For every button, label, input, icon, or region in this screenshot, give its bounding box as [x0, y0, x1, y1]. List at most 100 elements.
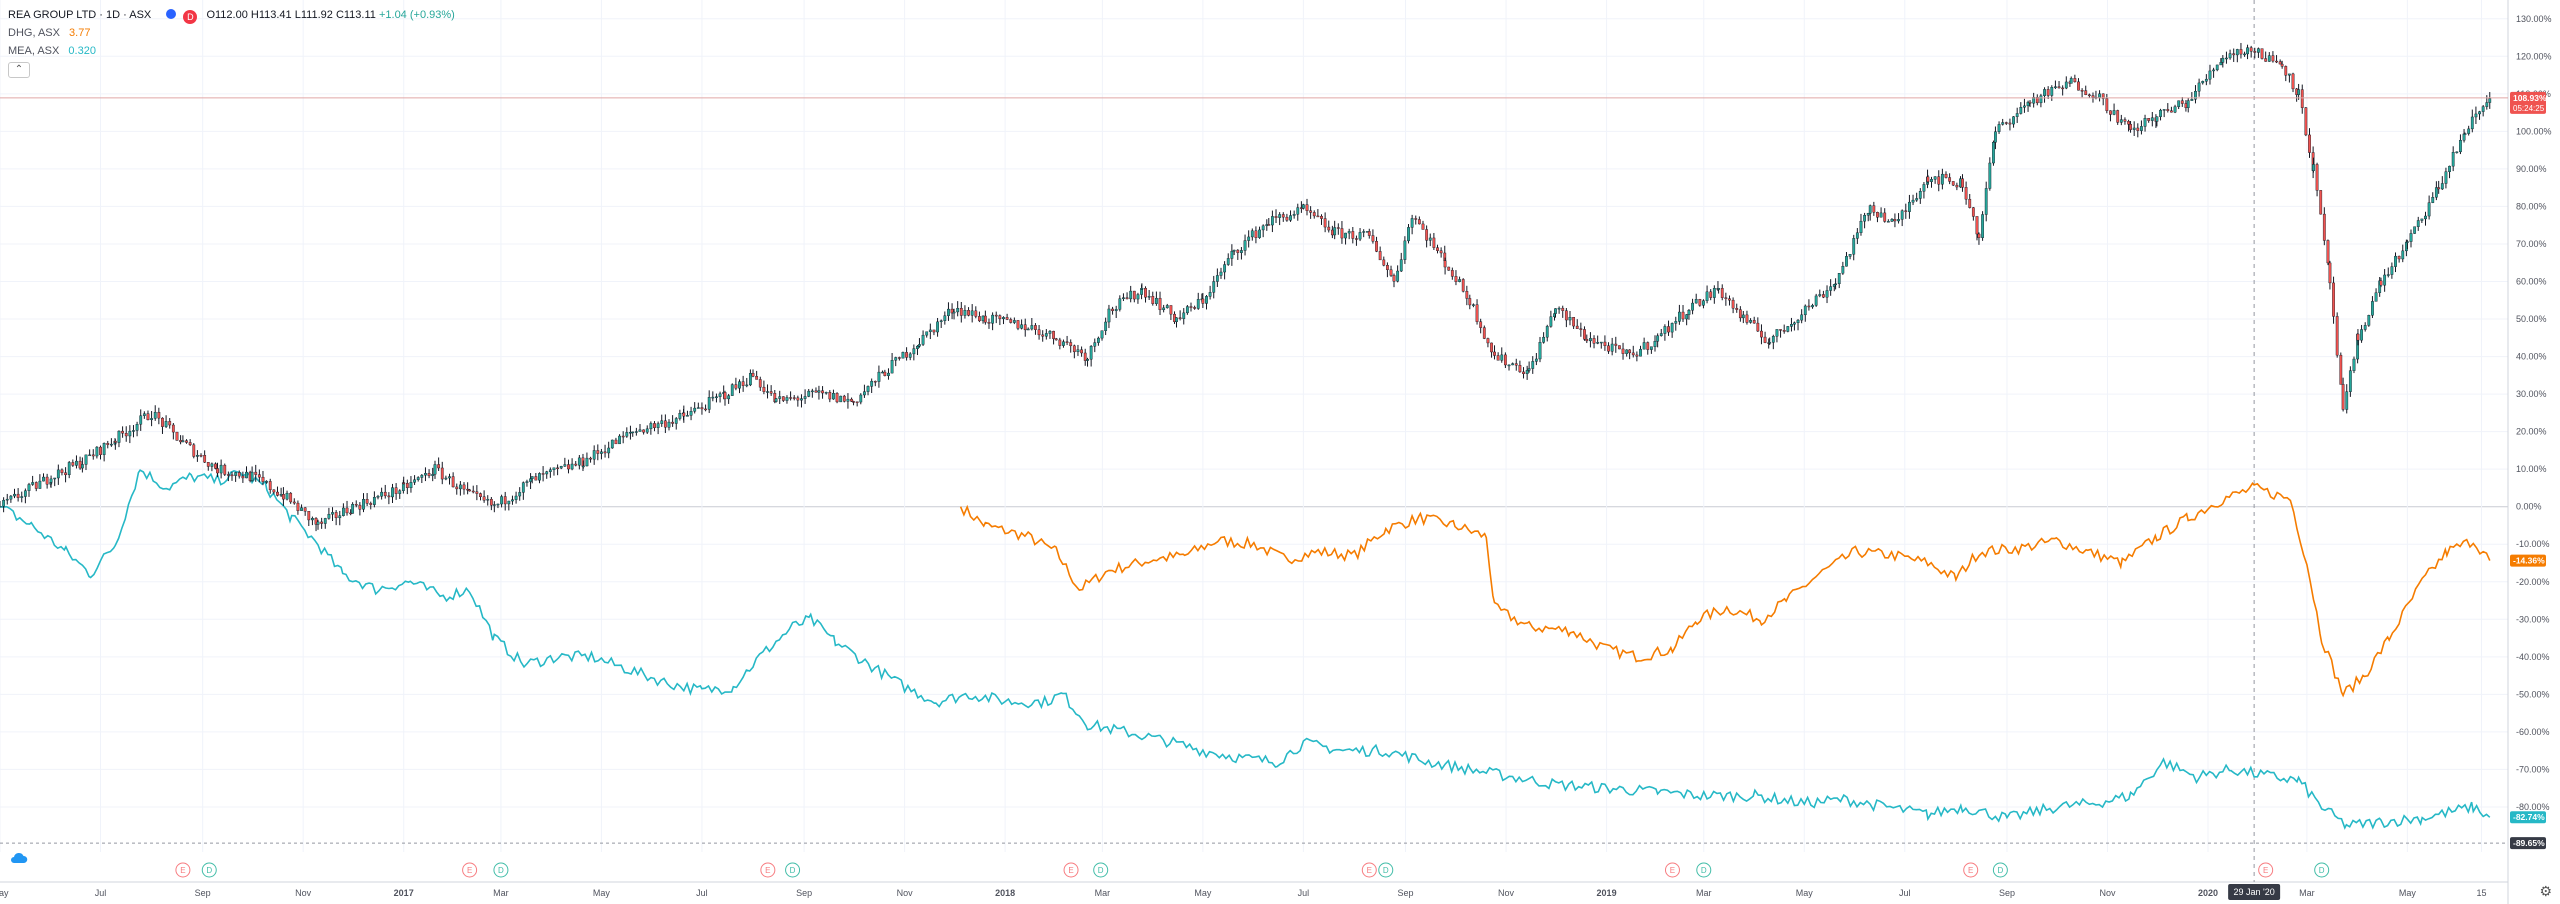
candle-body[interactable] — [383, 491, 387, 497]
candle-body[interactable] — [1493, 351, 1496, 356]
candle-body[interactable] — [492, 504, 496, 506]
candle-body[interactable] — [1944, 173, 1948, 178]
candle-body[interactable] — [2485, 102, 2489, 107]
candle-body[interactable] — [500, 496, 503, 505]
candle-body[interactable] — [932, 329, 936, 333]
candle-body[interactable] — [507, 500, 511, 505]
candle-body[interactable] — [835, 393, 839, 403]
candle-body[interactable] — [803, 396, 807, 399]
candle-body[interactable] — [276, 491, 279, 496]
candle-body[interactable] — [1585, 339, 1589, 342]
candle-body[interactable] — [781, 396, 785, 401]
earnings-marker[interactable] — [1963, 862, 1979, 878]
candle-body[interactable] — [1900, 210, 1904, 220]
candle-body[interactable] — [1852, 238, 1856, 255]
gear-icon[interactable]: ⚙ — [2539, 883, 2552, 899]
candle-body[interactable] — [581, 465, 585, 468]
candle-body[interactable] — [1125, 297, 1129, 300]
candle-body[interactable] — [466, 488, 470, 491]
earnings-marker[interactable] — [1063, 862, 1079, 878]
candle-body[interactable] — [1981, 214, 1984, 238]
candle-body[interactable] — [1399, 259, 1403, 272]
candle-body[interactable] — [113, 440, 117, 443]
candle-body[interactable] — [563, 464, 567, 467]
compare-symbol-dhg[interactable]: DHG, ASX — [8, 27, 60, 39]
candle-body[interactable] — [369, 503, 373, 505]
candle-body[interactable] — [2225, 57, 2228, 60]
candle-body[interactable] — [2300, 89, 2304, 108]
dividend-marker[interactable] — [1378, 862, 1394, 878]
candle-body[interactable] — [1763, 336, 1767, 343]
candle-body[interactable] — [1048, 330, 1052, 334]
candle-body[interactable] — [1305, 204, 1309, 211]
candle-body[interactable] — [1201, 298, 1205, 304]
series-line-dhg[interactable] — [959, 482, 2491, 698]
candle-body[interactable] — [2219, 62, 2223, 66]
candle-body[interactable] — [2394, 255, 2397, 267]
candle-body[interactable] — [2386, 274, 2390, 276]
candle-body[interactable] — [1771, 336, 1775, 343]
candle-body[interactable] — [1642, 342, 1646, 350]
candle-body[interactable] — [391, 487, 394, 498]
candle-body[interactable] — [1749, 320, 1752, 323]
candle-body[interactable] — [2150, 117, 2154, 121]
candle-body[interactable] — [23, 490, 27, 497]
candle-body[interactable] — [1421, 223, 1425, 230]
candle-body[interactable] — [2455, 151, 2459, 154]
candle-body[interactable] — [1572, 317, 1576, 327]
candle-body[interactable] — [351, 504, 355, 514]
candle-body[interactable] — [2008, 122, 2012, 125]
candle-body[interactable] — [2390, 266, 2394, 275]
candle-body[interactable] — [2147, 118, 2151, 121]
candle-body[interactable] — [1918, 191, 1922, 199]
candle-body[interactable] — [1005, 317, 1009, 320]
candle-body[interactable] — [1232, 249, 1236, 252]
candle-body[interactable] — [1104, 321, 1108, 331]
candle-body[interactable] — [1507, 364, 1511, 367]
candle-body[interactable] — [1731, 299, 1735, 309]
candle-body[interactable] — [2278, 61, 2282, 65]
candle-body[interactable] — [1618, 345, 1621, 350]
candle-body[interactable] — [1162, 307, 1166, 311]
candle-body[interactable] — [656, 423, 660, 428]
candle-body[interactable] — [146, 413, 150, 421]
dividend-marker[interactable] — [493, 862, 509, 878]
candle-body[interactable] — [1136, 294, 1140, 300]
candle-body[interactable] — [1410, 218, 1414, 228]
candle-body[interactable] — [832, 393, 835, 400]
candle-body[interactable] — [1080, 349, 1083, 354]
candle-body[interactable] — [570, 463, 574, 470]
candle-body[interactable] — [1169, 305, 1173, 315]
candle-body[interactable] — [991, 314, 995, 324]
candle-body[interactable] — [1327, 226, 1331, 231]
collapse-legend-button[interactable]: ⌃ — [8, 62, 30, 78]
candle-body[interactable] — [1522, 371, 1525, 375]
candle-body[interactable] — [479, 493, 482, 497]
candle-body[interactable] — [1189, 306, 1193, 308]
candle-body[interactable] — [210, 463, 214, 467]
candle-body[interactable] — [1955, 184, 1959, 188]
compare-symbol-mea[interactable]: MEA, ASX — [8, 45, 60, 57]
candle-body[interactable] — [206, 462, 210, 467]
candle-body[interactable] — [2054, 86, 2057, 88]
candle-body[interactable] — [203, 455, 207, 463]
candle-body[interactable] — [1165, 305, 1169, 309]
candle-body[interactable] — [2420, 218, 2424, 221]
candle-body[interactable] — [2360, 329, 2363, 341]
candle-body[interactable] — [440, 467, 444, 480]
candle-body[interactable] — [1111, 308, 1114, 312]
candle-body[interactable] — [548, 469, 552, 472]
candle-body[interactable] — [241, 475, 245, 479]
candle-body[interactable] — [1859, 220, 1863, 233]
candle-body[interactable] — [292, 501, 296, 504]
candle-body[interactable] — [1971, 207, 1975, 217]
candle-body[interactable] — [142, 413, 146, 416]
candle-body[interactable] — [1659, 333, 1663, 336]
candle-body[interactable] — [427, 473, 431, 477]
candle-body[interactable] — [607, 447, 611, 454]
candle-body[interactable] — [188, 442, 192, 446]
candle-body[interactable] — [1790, 324, 1793, 327]
candle-body[interactable] — [128, 430, 132, 437]
candle-body[interactable] — [1054, 338, 1058, 341]
candle-body[interactable] — [642, 429, 646, 433]
